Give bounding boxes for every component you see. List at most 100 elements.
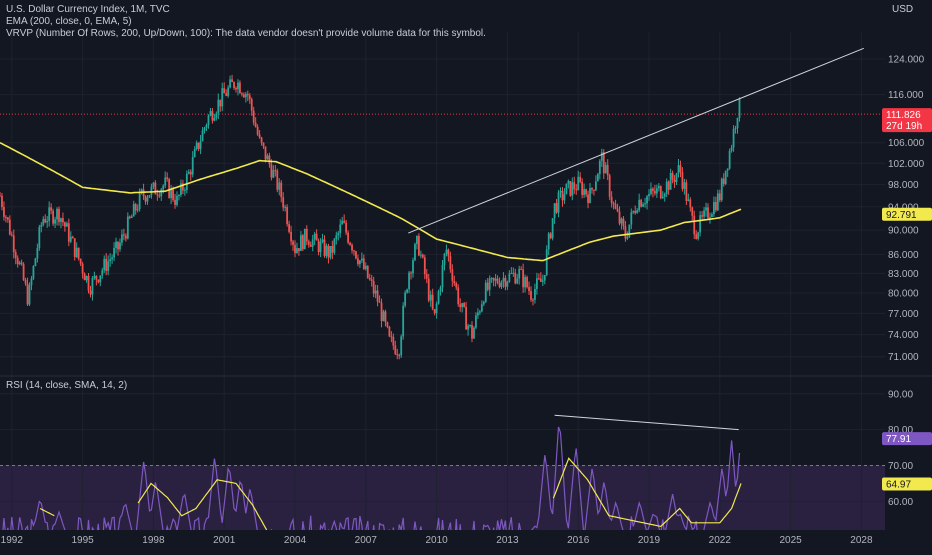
candle-body bbox=[524, 277, 526, 288]
rsi-ma-value-tag: 64.97 bbox=[886, 479, 911, 490]
candle-body bbox=[182, 183, 184, 191]
candle-body bbox=[569, 181, 572, 196]
candle-body bbox=[608, 175, 611, 197]
candle-body bbox=[62, 218, 64, 223]
candle-body bbox=[557, 192, 560, 213]
candle-body bbox=[215, 113, 218, 118]
candle-body bbox=[50, 207, 53, 211]
candle-body bbox=[38, 226, 41, 248]
candle-body bbox=[506, 281, 509, 287]
candle-body bbox=[288, 224, 290, 232]
candle-body bbox=[447, 249, 450, 257]
price-trendline bbox=[408, 47, 864, 234]
candle-body bbox=[718, 193, 721, 201]
candle-body bbox=[1, 195, 3, 208]
y-tick-label: 90.000 bbox=[888, 226, 919, 237]
candle-body bbox=[284, 207, 287, 209]
candle-body bbox=[490, 277, 493, 279]
candle-body bbox=[138, 192, 141, 210]
candle-body bbox=[657, 186, 660, 189]
candle-body bbox=[231, 79, 233, 83]
countdown-tag: 27d 19h bbox=[886, 121, 922, 132]
candle-body bbox=[610, 196, 613, 203]
candle-body bbox=[343, 220, 346, 223]
candle-body bbox=[427, 278, 430, 301]
candle-body bbox=[242, 94, 245, 98]
candle-body bbox=[166, 177, 169, 180]
candle-body bbox=[402, 305, 405, 337]
candle-body bbox=[93, 275, 96, 279]
x-tick-label: 2001 bbox=[213, 535, 236, 546]
candle-body bbox=[671, 172, 674, 180]
candle-body bbox=[675, 173, 678, 183]
candle-body bbox=[52, 210, 54, 224]
candle-body bbox=[471, 325, 473, 339]
candle-body bbox=[111, 257, 113, 260]
candle-body bbox=[713, 201, 715, 215]
candle-body bbox=[667, 181, 670, 190]
candle-body bbox=[323, 239, 326, 256]
candle-body bbox=[71, 236, 74, 239]
candle-body bbox=[646, 196, 648, 204]
candle-body bbox=[654, 190, 656, 194]
candle-body bbox=[144, 196, 147, 202]
candle-body bbox=[711, 214, 713, 218]
last-price-tag-bg bbox=[882, 108, 932, 133]
candle-body bbox=[687, 199, 690, 201]
candle-body bbox=[219, 99, 222, 107]
candle-body bbox=[445, 249, 448, 254]
candle-body bbox=[449, 256, 452, 270]
candle-body bbox=[604, 164, 607, 174]
candle-body bbox=[659, 186, 662, 199]
candle-body bbox=[620, 218, 623, 224]
candle-body bbox=[290, 231, 292, 242]
candle-body bbox=[416, 235, 418, 245]
ema-indicator-label[interactable]: EMA (200, close, 0, EMA, 5) bbox=[6, 16, 132, 27]
y-tick-label: 80.000 bbox=[888, 289, 919, 300]
candle-body bbox=[305, 228, 308, 242]
candle-body bbox=[36, 247, 39, 259]
candle-body bbox=[44, 219, 47, 223]
candle-body bbox=[180, 183, 182, 195]
candle-body bbox=[547, 233, 550, 250]
candle-body bbox=[174, 199, 176, 205]
candle-body bbox=[250, 99, 253, 111]
candle-body bbox=[268, 155, 271, 165]
candle-body bbox=[512, 272, 515, 274]
candle-body bbox=[270, 164, 273, 178]
candle-body bbox=[451, 269, 454, 281]
rsi-indicator-label[interactable]: RSI (14, close, SMA, 14, 2) bbox=[6, 380, 128, 391]
candle-body bbox=[54, 219, 56, 224]
currency-label: USD bbox=[892, 4, 914, 15]
candle-body bbox=[396, 354, 399, 356]
x-tick-label: 2028 bbox=[850, 535, 873, 546]
candle-body bbox=[652, 188, 654, 191]
candle-body bbox=[28, 285, 31, 305]
candle-body bbox=[301, 235, 304, 250]
candle-body bbox=[410, 272, 412, 274]
candle-body bbox=[347, 232, 349, 243]
candle-body bbox=[109, 259, 112, 262]
candle-body bbox=[628, 224, 631, 237]
candle-body bbox=[423, 257, 426, 275]
candle-body bbox=[457, 287, 460, 305]
candle-body bbox=[378, 301, 381, 303]
candle-body bbox=[508, 273, 511, 282]
candle-body bbox=[252, 110, 255, 123]
candle-body bbox=[539, 278, 542, 282]
candle-body bbox=[124, 235, 127, 239]
candle-body bbox=[16, 258, 19, 265]
candle-body bbox=[372, 281, 375, 294]
candle-body bbox=[384, 311, 387, 323]
candle-body bbox=[374, 290, 377, 294]
rsi-value-tag: 77.91 bbox=[886, 434, 911, 445]
vrvp-indicator-label[interactable]: VRVP (Number Of Rows, 200, Up/Down, 100)… bbox=[6, 28, 486, 39]
candle-body bbox=[237, 82, 239, 90]
candle-body bbox=[532, 299, 534, 301]
candle-body bbox=[522, 269, 525, 288]
candle-body bbox=[258, 134, 261, 138]
candle-body bbox=[439, 287, 442, 292]
candle-body bbox=[327, 245, 330, 258]
candle-body bbox=[311, 239, 314, 247]
